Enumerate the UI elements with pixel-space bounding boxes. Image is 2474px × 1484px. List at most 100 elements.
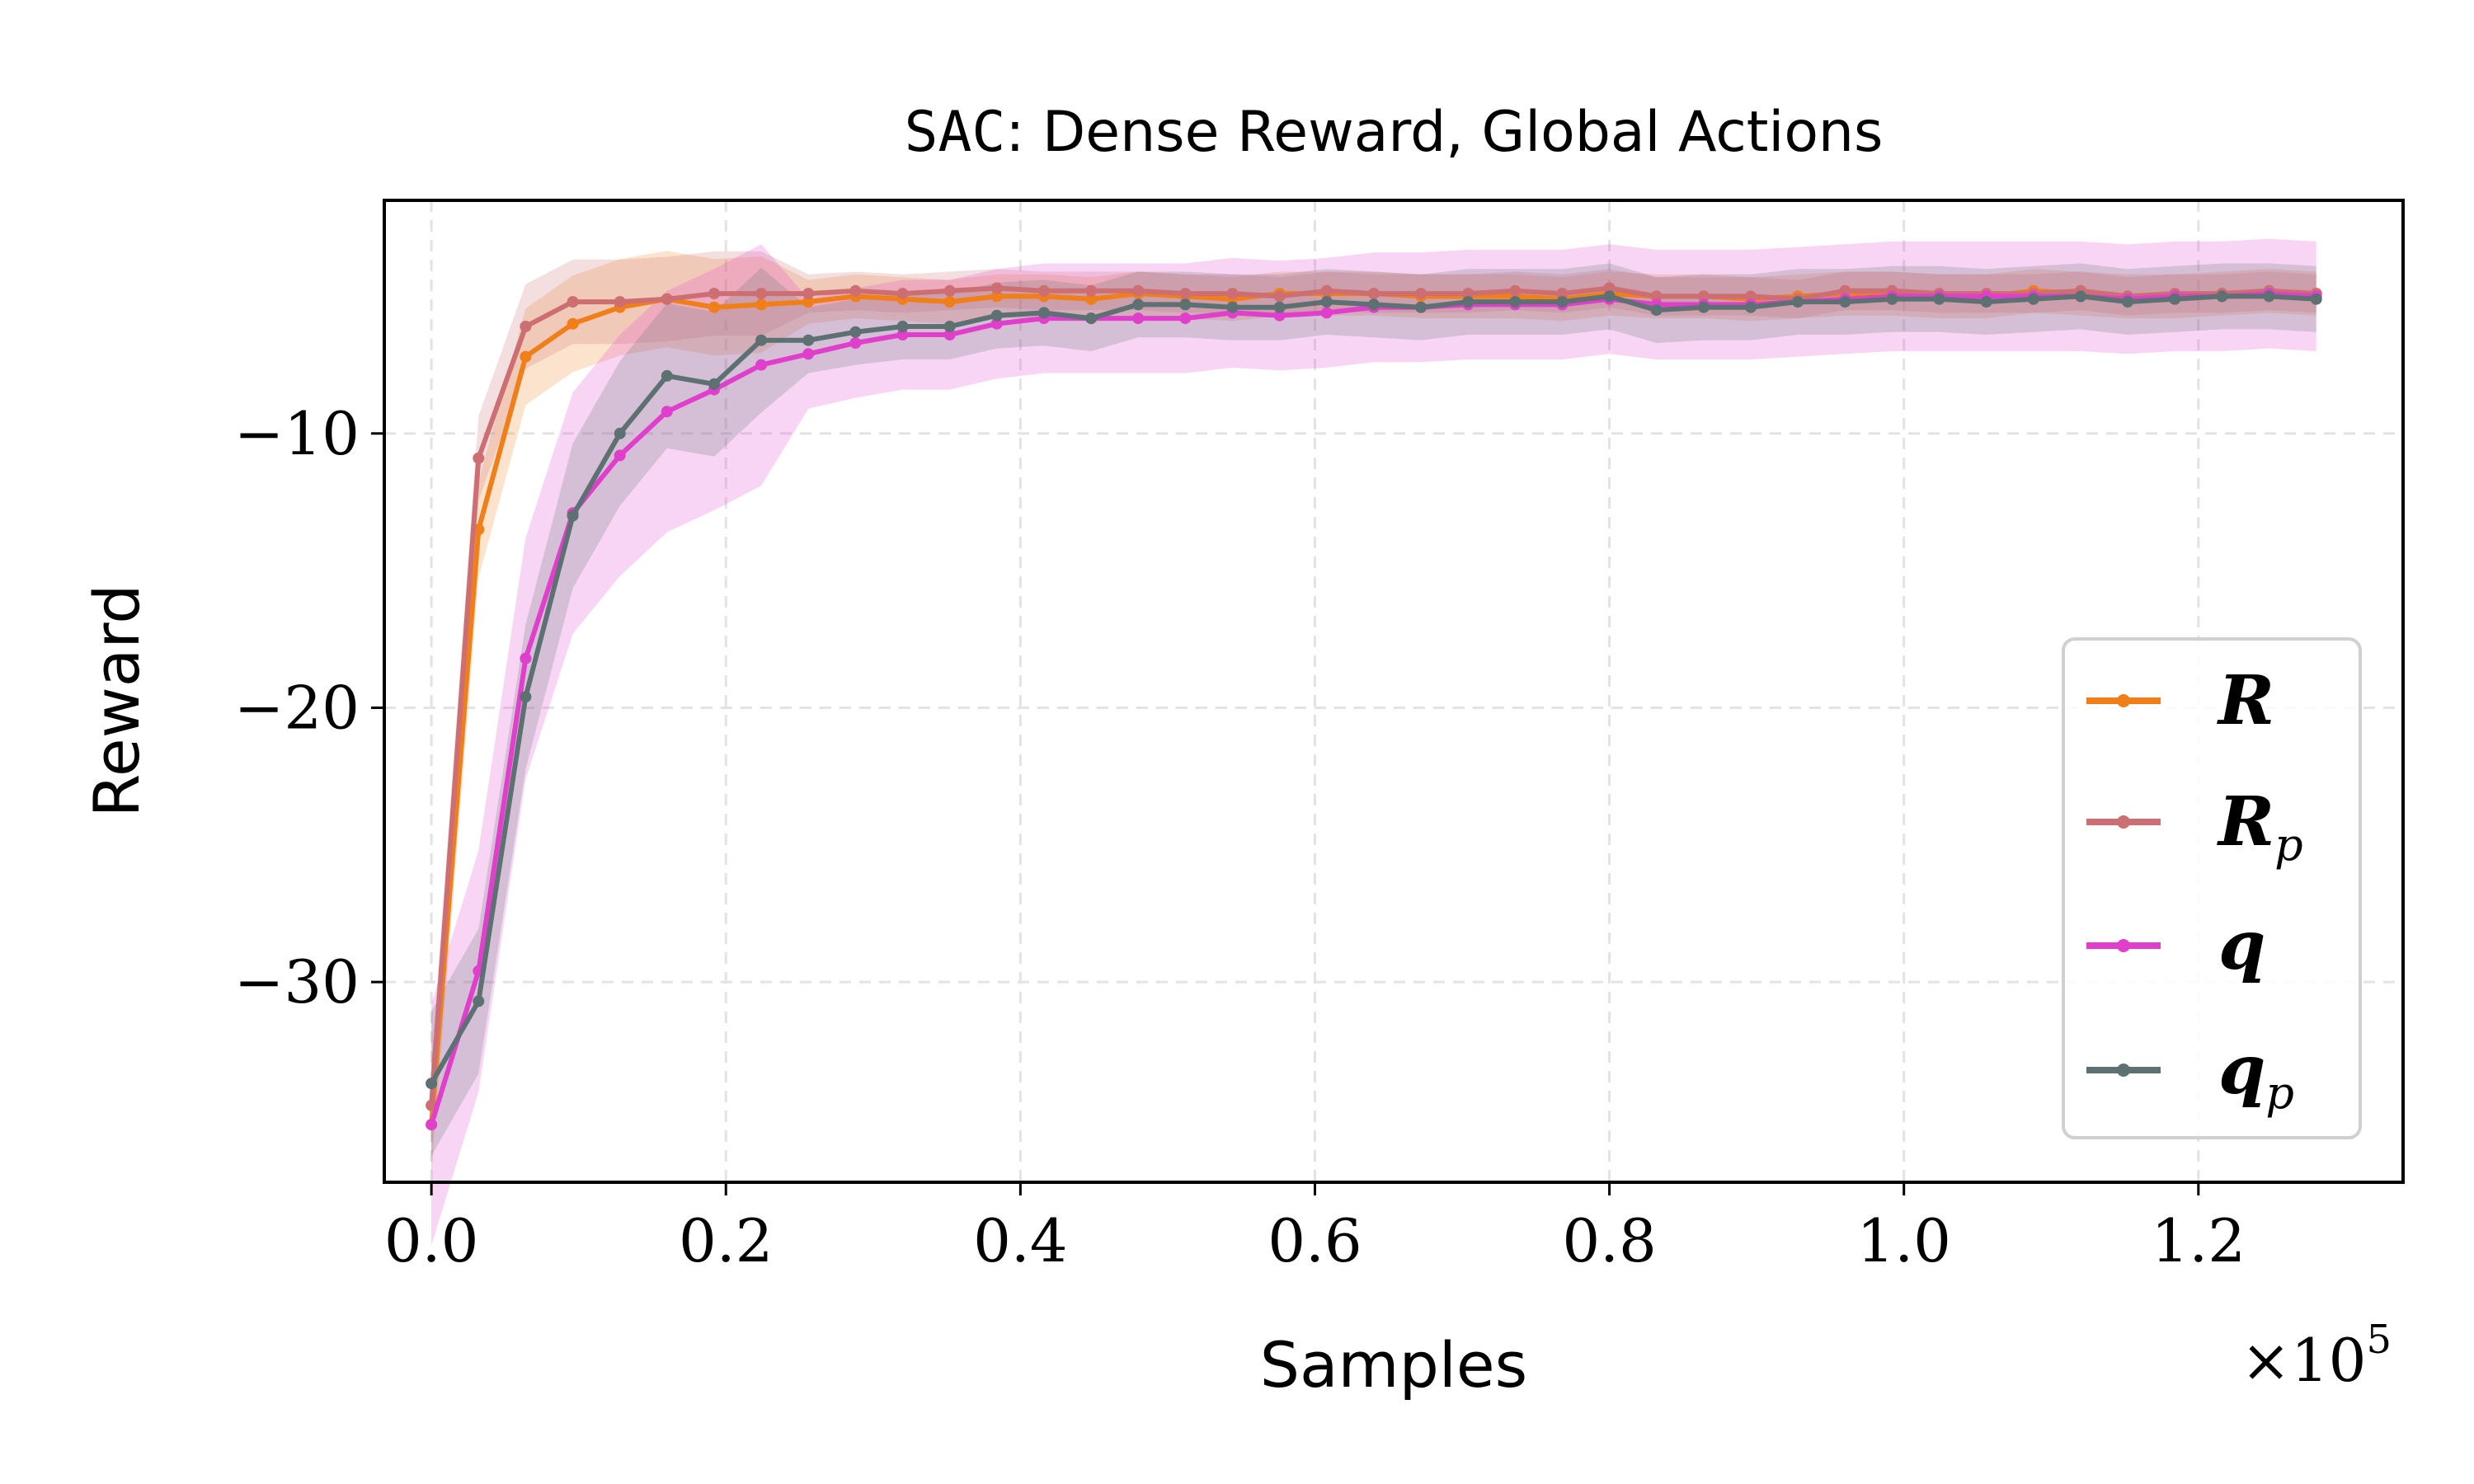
point-q <box>896 329 909 340</box>
point-R_p <box>1556 288 1569 300</box>
point-q_p <box>1697 301 1710 313</box>
point-q_p <box>426 1078 438 1090</box>
point-q_p <box>755 334 768 346</box>
point-q <box>1273 309 1286 322</box>
point-q_p <box>896 321 909 332</box>
point-q <box>849 337 862 349</box>
point-R_p <box>1462 288 1475 300</box>
point-q_p <box>2216 290 2228 303</box>
grid-layer <box>384 200 2403 1182</box>
point-R_p <box>1839 284 1851 297</box>
point-R_p <box>1273 290 1286 303</box>
band-R <box>431 251 2316 1173</box>
point-q_p <box>1179 298 1192 311</box>
point-q_p <box>614 427 626 439</box>
point-q_p <box>1320 296 1333 308</box>
axis-ticks: 0.0 0.2 0.4 0.6 0.8 1.0 1.2 −10 −20 −30 <box>234 399 2246 1275</box>
legend-label-R: R <box>2217 661 2274 740</box>
point-R_p <box>1320 284 1333 297</box>
point-R_p <box>520 321 532 332</box>
x-axis-label: Samples <box>1260 1328 1528 1402</box>
y-tick-label: −20 <box>234 673 360 742</box>
point-q_p <box>661 369 673 382</box>
point-q_p <box>1980 296 1992 308</box>
point-q_p <box>1556 296 1569 308</box>
point-R_p <box>1132 284 1145 297</box>
legend-box <box>2062 637 2362 1139</box>
x-tick-label: 1.0 <box>1856 1206 1951 1275</box>
point-R_p <box>661 293 673 305</box>
point-q_p <box>708 378 720 390</box>
point-R_p <box>1697 290 1710 303</box>
y-tick-label: −30 <box>234 947 360 1017</box>
point-R_p <box>943 284 956 297</box>
point-q_p <box>473 995 485 1007</box>
point-q_p <box>1509 296 1522 308</box>
point-R_p <box>1367 288 1380 300</box>
x-tick-label: 0.8 <box>1562 1206 1657 1275</box>
point-q_p <box>1226 301 1239 313</box>
point-q <box>520 652 532 665</box>
point-R_p <box>567 296 579 308</box>
axes-frame <box>383 199 2405 1184</box>
point-q_p <box>1415 301 1427 313</box>
point-R_p <box>473 452 485 464</box>
point-q_p <box>1745 301 1757 313</box>
point-q_p <box>1273 301 1286 313</box>
point-q_p <box>1132 298 1145 311</box>
point-q_p <box>990 309 1003 322</box>
point-R_p <box>708 288 720 300</box>
x-tick-label: 0.0 <box>384 1206 479 1275</box>
point-q_p <box>2310 293 2322 305</box>
point-q_p <box>520 691 532 703</box>
point-q_p <box>2027 293 2039 305</box>
point-R <box>943 296 956 308</box>
series-lines <box>426 282 2322 1131</box>
legend-marker-q_p <box>2117 1064 2130 1077</box>
point-q_p <box>567 510 579 522</box>
legend-marker-R_p <box>2117 815 2130 829</box>
point-q_p <box>1085 312 1098 325</box>
point-R <box>755 298 768 311</box>
point-q <box>1320 307 1333 319</box>
point-R_p <box>1085 284 1098 297</box>
legend-marker-R <box>2117 694 2130 707</box>
point-q <box>661 406 673 418</box>
x-tick-label: 0.2 <box>679 1206 774 1275</box>
point-q_p <box>1650 304 1663 317</box>
x-tick-label: 0.6 <box>1268 1206 1362 1275</box>
legend-marker-q <box>2117 939 2130 952</box>
point-q <box>943 329 956 340</box>
point-q_p <box>802 334 815 346</box>
point-q_p <box>1367 298 1380 311</box>
band-R_p <box>431 251 2316 1148</box>
point-R <box>520 350 532 363</box>
point-R_p <box>896 288 909 300</box>
point-q_p <box>2169 293 2181 305</box>
point-R_p <box>1226 288 1239 300</box>
legend-label-q: q <box>2218 906 2265 985</box>
point-q_p <box>1603 290 1616 303</box>
point-R_p <box>755 288 768 300</box>
point-R_p <box>849 284 862 297</box>
point-q_p <box>943 321 956 332</box>
point-q <box>1179 312 1192 325</box>
point-R <box>990 290 1003 303</box>
point-R_p <box>990 282 1003 294</box>
legend-label-q_p: qp <box>2218 1031 2294 1119</box>
point-R <box>708 301 720 313</box>
point-q <box>755 359 768 371</box>
point-q <box>426 1119 438 1131</box>
point-R_p <box>1037 284 1050 297</box>
point-R <box>567 317 579 330</box>
point-R_p <box>802 288 815 300</box>
y-axis-label: Reward <box>80 584 153 817</box>
point-R_p <box>1415 288 1427 300</box>
point-q_p <box>849 326 862 338</box>
point-q <box>990 317 1003 330</box>
chart-title: SAC: Dense Reward, Global Actions <box>905 100 1884 165</box>
point-q <box>1132 312 1145 325</box>
point-q_p <box>1933 293 1945 305</box>
point-R_p <box>1179 288 1192 300</box>
confidence-bands <box>431 238 2316 1246</box>
